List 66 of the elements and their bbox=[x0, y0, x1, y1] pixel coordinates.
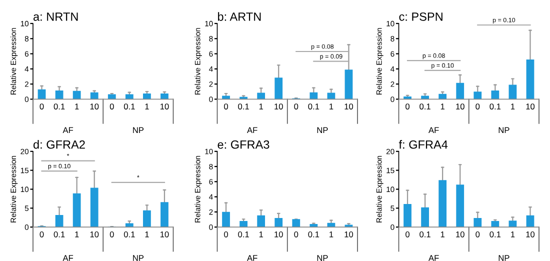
x-tick-label: 0.1 bbox=[308, 231, 320, 238]
x-tick-label: 10 bbox=[456, 231, 464, 238]
x-tick-label: 0 bbox=[294, 231, 298, 238]
text: NP bbox=[133, 255, 144, 261]
x-tick-label: 0 bbox=[224, 104, 228, 110]
x-tick-label: 0.1 bbox=[490, 104, 501, 110]
x-tick-label: 1 bbox=[145, 232, 149, 238]
x-tick-label: 1 bbox=[75, 232, 79, 238]
x-tick-label: 0 bbox=[476, 104, 480, 110]
text: NP bbox=[498, 127, 510, 133]
x-tick-label: 10 bbox=[160, 231, 169, 238]
text: AF bbox=[62, 255, 74, 261]
x-tick-label: 0.1 bbox=[308, 104, 320, 110]
x-tick-label: 1 bbox=[145, 104, 149, 110]
x-tick-label: 1 bbox=[259, 104, 263, 110]
x-tick-label: 0.1 bbox=[54, 104, 65, 110]
text: AF bbox=[247, 255, 258, 261]
chart-title: a: NRTN bbox=[34, 12, 78, 21]
x-tick-label: 0.1 bbox=[420, 104, 430, 110]
x-tick-label: 0.1 bbox=[238, 104, 249, 110]
x-tick-label: 10 bbox=[160, 104, 169, 110]
x-tick-label: 0.1 bbox=[124, 231, 135, 238]
x-tick-label: 0 bbox=[110, 231, 114, 238]
x-tick-label: 0 bbox=[224, 231, 228, 238]
text: NP bbox=[317, 255, 328, 261]
text: AF bbox=[62, 127, 74, 133]
chart-title: b: ARTN bbox=[218, 12, 261, 21]
x-tick-label: 10 bbox=[526, 104, 535, 110]
x-tick-label: 0.1 bbox=[54, 231, 65, 238]
x-tick-label: 1 bbox=[440, 104, 444, 110]
x-tick-label: 1 bbox=[330, 104, 334, 110]
x-tick-label: 1 bbox=[75, 104, 79, 110]
text: NP bbox=[133, 127, 144, 133]
x-tick-label: 0 bbox=[40, 231, 44, 238]
chart-title: f: GFRA4 bbox=[398, 140, 448, 149]
chart-title: e: GFRA3 bbox=[218, 140, 270, 149]
text: AF bbox=[428, 255, 439, 261]
x-tick-label: 0 bbox=[406, 104, 410, 110]
x-tick-label: 10 bbox=[90, 104, 99, 110]
x-tick-label: 10 bbox=[344, 231, 354, 238]
x-tick-label: 10 bbox=[526, 231, 535, 238]
x-tick-label: 10 bbox=[456, 104, 464, 110]
text: AF bbox=[247, 127, 258, 133]
text: NP bbox=[498, 255, 510, 261]
x-tick-label: 1 bbox=[511, 104, 515, 110]
x-tick-label: 10 bbox=[274, 231, 283, 238]
x-tick-label: 0 bbox=[476, 231, 480, 238]
x-tick-label: 0 bbox=[294, 104, 298, 110]
x-tick-label: 1 bbox=[511, 232, 515, 238]
text: NP bbox=[317, 127, 328, 133]
x-tick-label: 10 bbox=[274, 104, 283, 110]
x-tick-label: 0.1 bbox=[490, 231, 501, 238]
x-tick-label: 0 bbox=[40, 104, 44, 110]
x-tick-label: 1 bbox=[440, 232, 444, 238]
chart-title: d: GFRA2 bbox=[33, 140, 85, 149]
x-tick-label: 0 bbox=[406, 231, 410, 238]
x-tick-label: 10 bbox=[90, 231, 99, 238]
x-tick-label: 0 bbox=[110, 104, 114, 110]
chart-title: c: PSPN bbox=[399, 12, 442, 21]
x-tick-label: 0.1 bbox=[124, 104, 135, 110]
x-tick-label: 1 bbox=[330, 232, 334, 238]
text: AF bbox=[428, 127, 439, 133]
x-tick-label: 1 bbox=[259, 232, 263, 238]
x-tick-label: 10 bbox=[344, 104, 354, 110]
x-tick-label: 0.1 bbox=[420, 231, 430, 238]
x-tick-label: 0.1 bbox=[238, 231, 249, 238]
